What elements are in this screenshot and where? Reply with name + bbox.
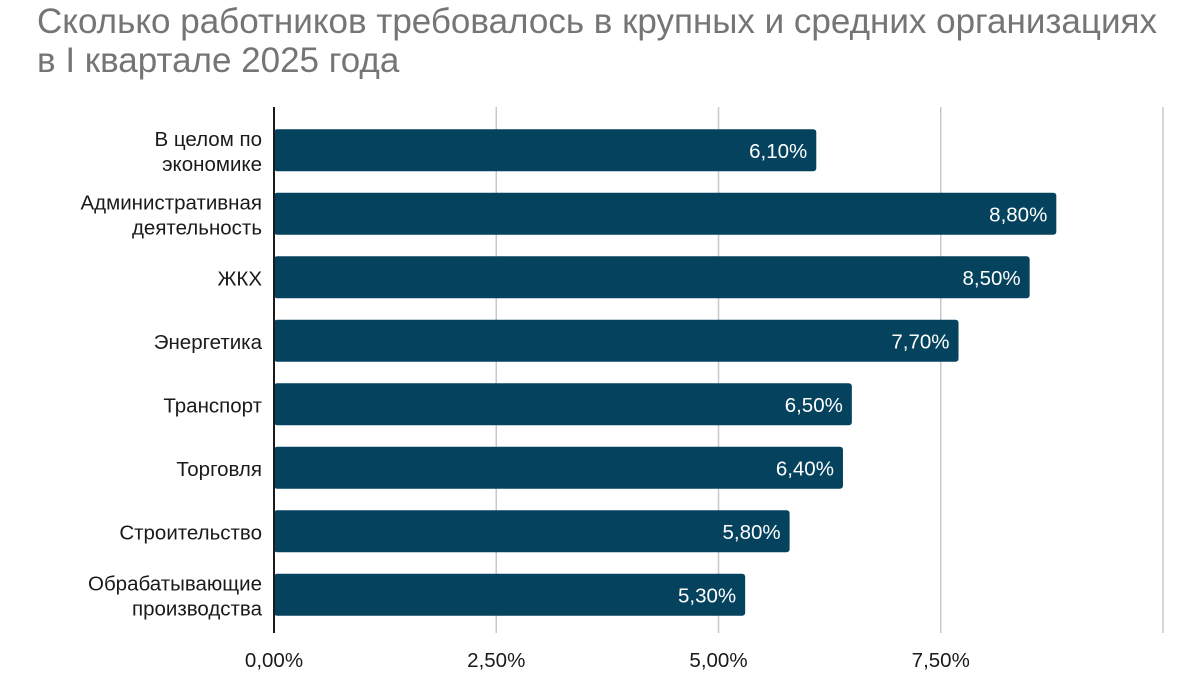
x-tick-label: 0,00% — [245, 649, 303, 672]
category-label: Торговля — [176, 458, 262, 481]
bar — [274, 319, 959, 362]
data-label: 6,40% — [776, 457, 834, 480]
category-label-line: деятельность — [132, 216, 262, 239]
category-label: Энергетика — [154, 331, 263, 354]
category-label: Административная деятельность — [81, 191, 263, 239]
category-label-line: ЖКХ — [217, 267, 262, 290]
category-label-line: Энергетика — [154, 331, 263, 354]
data-label: 5,30% — [678, 584, 736, 607]
category-label: В целом по экономике — [155, 128, 263, 176]
bar — [274, 510, 790, 553]
category-label-line: Транспорт — [163, 394, 262, 417]
data-label: 6,10% — [749, 140, 807, 163]
bar — [274, 446, 843, 489]
category-label-line: Строительство — [119, 521, 262, 544]
x-tick-labels: 0,00% 2,50% 5,00% 7,50% — [245, 649, 970, 672]
x-tick-label: 7,50% — [912, 649, 970, 672]
category-labels: В целом по экономике Административная деяте… — [81, 128, 263, 621]
bar — [274, 256, 1030, 299]
gridlines — [495, 107, 1164, 633]
chart-title: Сколько работников требовалось в крупных… — [37, 2, 1157, 80]
bars: 6,10% 8,80% 8,50% 7,70% 6,50% 6,40% 5,80% 5,30% — [274, 129, 1057, 616]
category-label: Транспорт — [163, 394, 262, 417]
data-label: 8,50% — [963, 267, 1021, 290]
category-label: Обрабатывающие производства — [88, 572, 263, 620]
data-label: 6,50% — [785, 394, 843, 417]
category-label-line: экономике — [162, 153, 262, 176]
data-label: 7,70% — [891, 330, 949, 353]
data-label: 8,80% — [989, 203, 1047, 226]
bar — [274, 129, 817, 172]
x-tick-label: 5,00% — [689, 649, 747, 672]
data-label: 5,80% — [722, 521, 780, 544]
bar — [274, 383, 852, 426]
x-tick-label: 2,50% — [467, 649, 525, 672]
category-label-line: производства — [132, 597, 263, 620]
category-label-line: В целом по — [155, 128, 263, 151]
category-label-line: Торговля — [176, 458, 262, 481]
category-label: ЖКХ — [217, 267, 262, 290]
bar — [274, 192, 1057, 235]
category-label-line: Административная — [81, 191, 263, 214]
category-label: Строительство — [119, 521, 262, 544]
category-label-line: Обрабатывающие — [88, 572, 262, 595]
bar — [274, 573, 746, 616]
